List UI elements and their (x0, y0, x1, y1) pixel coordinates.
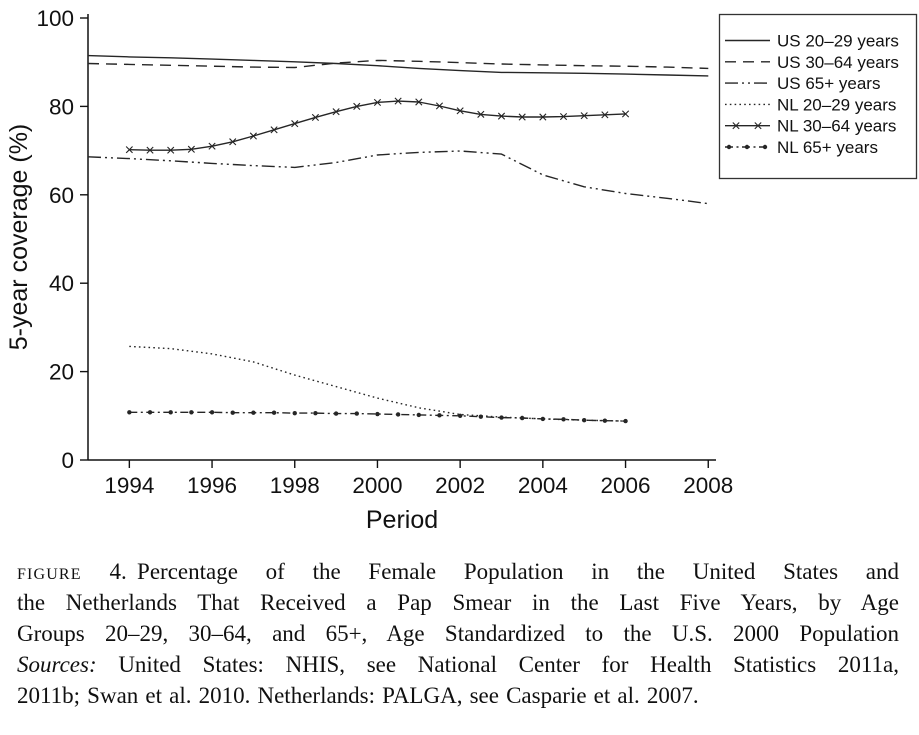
caption-sources-label: Sources: (17, 652, 97, 677)
series-marker-nl-65 (540, 416, 546, 422)
series-marker-nl-30-64 (497, 112, 506, 120)
series-marker-nl-65 (292, 410, 297, 416)
caption-text: Percentage of the Female Population in t… (137, 559, 899, 584)
caption-figure-number: 4. (109, 559, 127, 584)
legend-sample-marker-nl-65 (726, 144, 732, 150)
y-tick-label-0: 0 (61, 448, 74, 473)
y-tick-label-80: 80 (49, 94, 74, 119)
series-line-us-20-29 (87, 54, 709, 77)
series-marker-nl-30-64 (187, 145, 195, 153)
series-marker-nl-30-64 (518, 113, 526, 121)
series-marker-nl-30-64 (559, 112, 568, 121)
series-marker-nl-30-64 (229, 138, 237, 146)
x-tick-label-2000: 2000 (352, 473, 402, 498)
series-marker-nl-65 (416, 412, 421, 418)
series-marker-nl-30-64 (394, 97, 402, 105)
legend-label-us-65: US 65+ years (777, 74, 880, 93)
x-tick-label-1996: 1996 (187, 473, 237, 498)
series-marker-nl-30-64 (415, 98, 423, 106)
series-marker-nl-65 (251, 410, 256, 415)
legend-box (718, 13, 918, 180)
series-marker-nl-65 (209, 410, 215, 415)
legend-sample-marker-nl-30-64 (732, 122, 740, 130)
legend-label-nl-65: NL 65+ years (777, 138, 878, 157)
series-line-nl-30-64 (129, 100, 626, 151)
caption-line-3: Groups 20–29, 30–64, and 65+, Age Standa… (17, 621, 899, 646)
y-tick-label-40: 40 (49, 271, 74, 296)
x-tick-label-2006: 2006 (601, 473, 651, 498)
series-marker-nl-30-64 (601, 111, 609, 119)
x-axis-title: Period (366, 506, 438, 534)
caption-line-1: FIGURE 4. Percentage of the Female Popula… (17, 556, 899, 587)
series-marker-nl-30-64 (477, 110, 485, 118)
series-marker-nl-30-64 (373, 98, 382, 107)
series-marker-nl-30-64 (539, 113, 547, 121)
series-marker-nl-30-64 (456, 107, 464, 115)
series-line-us-65 (87, 150, 709, 205)
series-marker-nl-65 (561, 417, 566, 422)
series-marker-nl-65 (623, 418, 628, 424)
series-marker-nl-65 (147, 410, 153, 415)
series-line-nl-20-29 (129, 345, 626, 422)
series-marker-nl-65 (230, 410, 235, 415)
legend-label-nl-30-64: NL 30–64 years (777, 117, 896, 136)
y-tick-label-20: 20 (49, 360, 74, 385)
series-marker-nl-65 (271, 410, 277, 415)
caption-figure-word: FIGURE (17, 559, 82, 584)
series-marker-nl-65 (313, 410, 318, 416)
x-tick-label-2008: 2008 (683, 473, 733, 498)
series-marker-nl-30-64 (125, 146, 133, 154)
x-tick-label-1994: 1994 (104, 473, 154, 498)
series-marker-nl-65 (602, 418, 608, 423)
series-marker-nl-30-64 (332, 108, 340, 116)
series-marker-nl-65 (354, 411, 359, 416)
legend-label-nl-20-29: NL 20–29 years (777, 95, 896, 114)
series-marker-nl-30-64 (270, 126, 278, 134)
legend-sample-marker-nl-65 (744, 144, 750, 150)
series-marker-nl-30-64 (291, 120, 299, 128)
figure-caption: FIGURE 4. Percentage of the Female Popula… (17, 556, 899, 711)
series-marker-nl-30-64 (580, 112, 588, 120)
x-tick-label-2004: 2004 (518, 473, 568, 498)
caption-sources-text: United States: NHIS, see National Center… (118, 652, 899, 677)
legend-sample-marker-nl-30-64 (754, 122, 762, 130)
caption-line-5: 2011b; Swan et al. 2010. Netherlands: PA… (17, 683, 699, 708)
series-marker-nl-65 (333, 411, 339, 416)
series-marker-nl-65 (478, 414, 484, 419)
y-axis-title: 5-year coverage (%) (5, 124, 33, 350)
series-marker-nl-30-64 (311, 113, 320, 122)
series-marker-nl-65 (189, 410, 194, 415)
series-marker-nl-65 (582, 418, 587, 423)
series-marker-nl-30-64 (167, 146, 175, 154)
x-tick-label-1998: 1998 (270, 473, 320, 498)
y-tick-label-60: 60 (49, 183, 74, 208)
x-tick-label-2002: 2002 (435, 473, 485, 498)
series-marker-nl-65 (499, 415, 504, 420)
series-marker-nl-30-64 (621, 110, 630, 118)
legend-label-us-20-29: US 20–29 years (777, 32, 899, 51)
caption-line-4: Sources: United States: NHIS, see Nation… (17, 649, 899, 680)
pap-smear-coverage-chart: 0 20 40 60 80 100 1994 1996 1998 2000 2002 2004 2006… (5, 6, 918, 534)
legend-sample-marker-nl-65 (762, 144, 768, 150)
series-line-us-30-64 (87, 59, 709, 70)
series-marker-nl-65 (127, 410, 132, 415)
legend-label-us-30-64: US 30–64 years (777, 53, 899, 72)
figure-4-chart-area: 0 20 40 60 80 100 1994 1996 1998 2000 2002 2004 2006… (5, 6, 918, 534)
series-marker-nl-65 (457, 413, 463, 418)
caption-line-2: the Netherlands That Received a Pap Smea… (17, 590, 899, 615)
series-marker-nl-65 (375, 411, 380, 417)
series-marker-nl-30-64 (208, 142, 216, 150)
series-marker-nl-30-64 (353, 102, 361, 110)
series-marker-nl-65 (437, 413, 442, 418)
series-marker-nl-30-64 (249, 132, 257, 140)
series-marker-nl-65 (168, 410, 173, 415)
y-tick-label-100: 100 (36, 6, 74, 31)
series-marker-nl-65 (395, 412, 401, 417)
series-marker-nl-65 (519, 415, 525, 421)
series-marker-nl-30-64 (146, 146, 154, 154)
series-marker-nl-30-64 (435, 102, 444, 110)
